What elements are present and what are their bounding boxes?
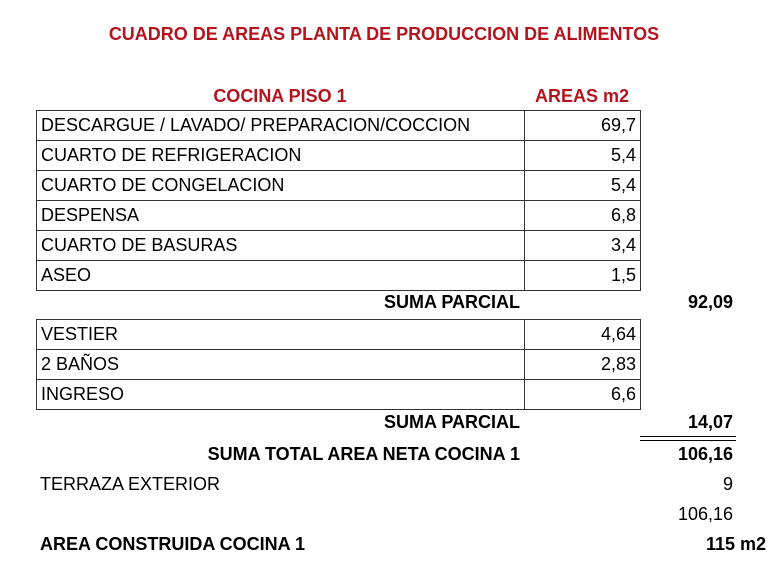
- section-header: COCINA PISO 1: [213, 86, 347, 106]
- extra-value: 106,16: [677, 504, 733, 524]
- page-title: CUADRO DE AREAS PLANTA DE PRODUCCION DE …: [108, 24, 660, 44]
- construida-label: AREA CONSTRUIDA COCINA 1: [40, 534, 306, 554]
- row-area: 6,6: [524, 379, 641, 410]
- subtotal1-value: 92,09: [687, 292, 733, 312]
- row-area: 4,64: [524, 319, 641, 350]
- row-name: CUARTO DE BASURAS: [36, 230, 525, 261]
- row-area: 6,8: [524, 200, 641, 231]
- total-value: 106,16: [677, 444, 733, 464]
- row-area: 69,7: [524, 110, 641, 141]
- row-name: INGRESO: [36, 379, 525, 410]
- total-label: SUMA TOTAL AREA NETA COCINA 1: [207, 444, 520, 464]
- row-name: VESTIER: [36, 319, 525, 350]
- subtotal2-value: 14,07: [687, 412, 733, 432]
- row-name: CUARTO DE CONGELACION: [36, 170, 525, 201]
- row-area: 5,4: [524, 140, 641, 171]
- row-name: ASEO: [36, 260, 525, 291]
- construida-value: 115 m2: [705, 534, 766, 554]
- terraza-value: 9: [722, 474, 733, 494]
- double-underline: [640, 436, 736, 441]
- row-name: DESPENSA: [36, 200, 525, 231]
- row-name: DESCARGUE / LAVADO/ PREPARACION/COCCION: [36, 110, 525, 141]
- areas-header: AREAS m2: [534, 86, 630, 106]
- row-name: 2 BAÑOS: [36, 349, 525, 380]
- subtotal1-label: SUMA PARCIAL: [384, 292, 520, 312]
- row-area: 5,4: [524, 170, 641, 201]
- row-name: CUARTO DE REFRIGERACION: [36, 140, 525, 171]
- row-area: 2,83: [524, 349, 641, 380]
- row-area: 3,4: [524, 230, 641, 261]
- subtotal2-label: SUMA PARCIAL: [384, 412, 520, 432]
- terraza-label: TERRAZA EXTERIOR: [40, 474, 221, 494]
- row-area: 1,5: [524, 260, 641, 291]
